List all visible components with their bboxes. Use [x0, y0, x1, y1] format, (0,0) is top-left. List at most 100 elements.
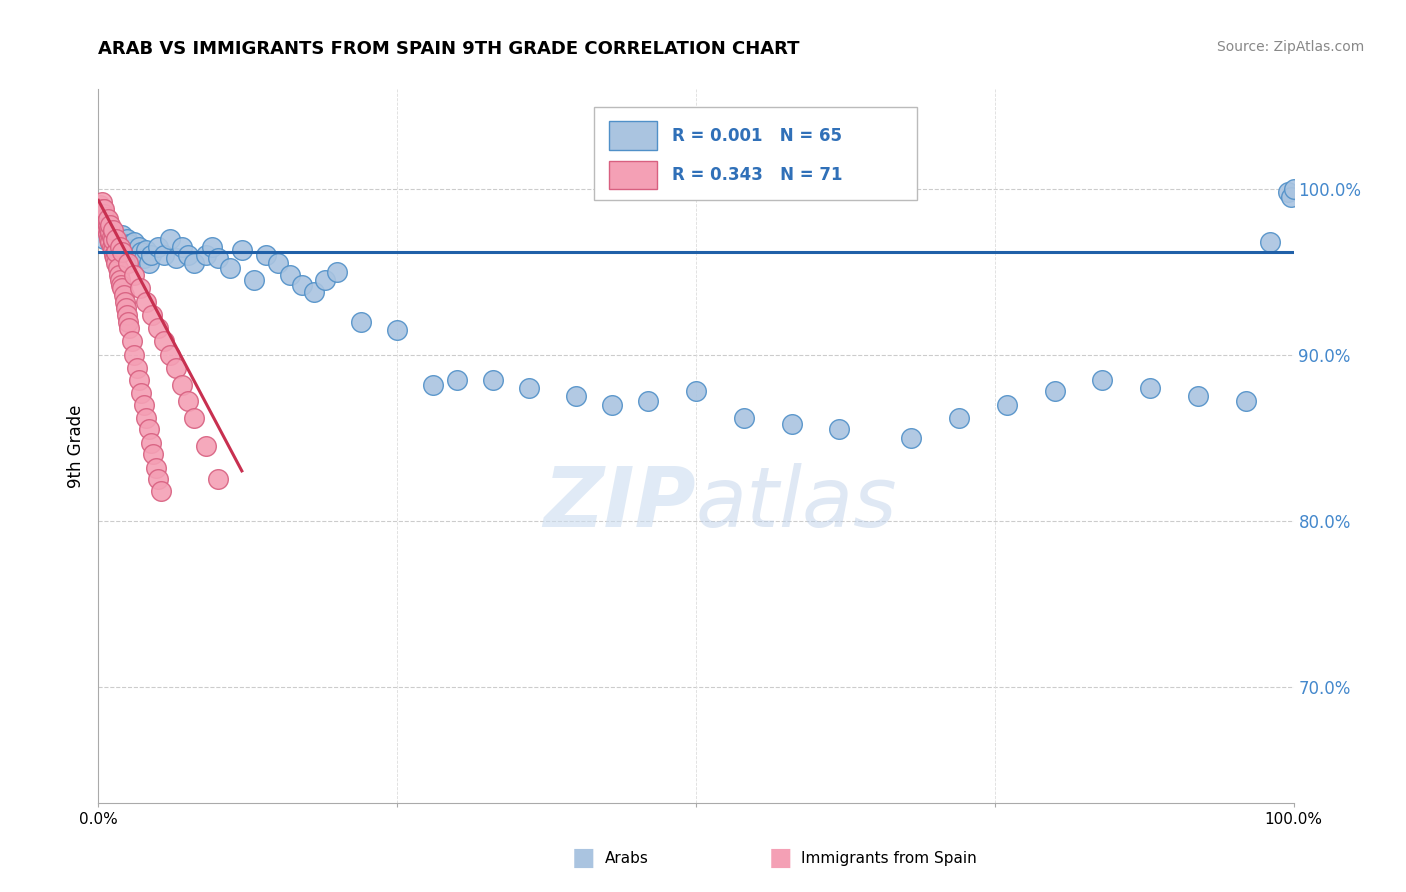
Text: R = 0.343   N = 71: R = 0.343 N = 71	[672, 166, 842, 184]
Point	[1139, 381, 1161, 395]
Text: ZIP: ZIP	[543, 463, 696, 543]
FancyBboxPatch shape	[595, 107, 917, 200]
Point	[278, 268, 301, 282]
Point	[96, 223, 118, 237]
Point	[108, 273, 131, 287]
Point	[98, 221, 121, 235]
Point	[111, 228, 134, 243]
Point	[422, 377, 444, 392]
Point	[108, 240, 131, 254]
Point	[131, 385, 153, 400]
Point	[98, 235, 122, 249]
Point	[135, 410, 157, 425]
Point	[104, 252, 127, 266]
Point	[101, 223, 124, 237]
Point	[1187, 389, 1209, 403]
Point	[995, 397, 1018, 411]
Point	[101, 228, 124, 243]
Point	[139, 435, 162, 450]
Point	[103, 248, 125, 262]
Point	[124, 348, 146, 362]
Point	[207, 252, 229, 266]
Point	[685, 384, 707, 399]
Point	[93, 202, 115, 216]
Point	[105, 231, 128, 245]
Point	[94, 210, 117, 224]
Point	[117, 256, 139, 270]
Point	[315, 273, 337, 287]
Point	[121, 242, 143, 256]
Point	[153, 334, 176, 349]
Point	[267, 256, 290, 270]
Point	[96, 215, 118, 229]
Point	[1279, 190, 1302, 204]
Point	[517, 381, 540, 395]
Point	[302, 285, 325, 299]
Point	[89, 198, 111, 212]
Point	[385, 323, 409, 337]
Bar	[609, 161, 657, 189]
Point	[159, 231, 181, 245]
Point	[105, 244, 128, 259]
Point	[98, 225, 122, 239]
Point	[148, 321, 170, 335]
Text: ARAB VS IMMIGRANTS FROM SPAIN 9TH GRADE CORRELATION CHART: ARAB VS IMMIGRANTS FROM SPAIN 9TH GRADE …	[98, 40, 800, 58]
Point	[125, 361, 148, 376]
Point	[121, 334, 143, 349]
Point	[1258, 235, 1281, 249]
Point	[98, 231, 121, 245]
Point	[107, 268, 129, 282]
Point	[111, 244, 134, 259]
Point	[602, 397, 624, 411]
Bar	[609, 121, 657, 150]
Point	[97, 223, 120, 237]
Point	[148, 240, 170, 254]
Point	[183, 410, 205, 425]
Point	[1282, 182, 1305, 196]
Point	[124, 268, 146, 282]
Point	[129, 281, 152, 295]
Point	[114, 294, 136, 309]
Point	[138, 256, 160, 270]
Point	[481, 373, 505, 387]
Point	[231, 243, 253, 257]
Point	[128, 240, 150, 254]
Point	[194, 248, 218, 262]
Text: Source: ZipAtlas.com: Source: ZipAtlas.com	[1216, 40, 1364, 54]
Point	[118, 236, 141, 251]
Text: ■: ■	[572, 847, 595, 870]
Point	[780, 417, 803, 432]
Point	[1091, 373, 1114, 387]
Point	[194, 439, 218, 453]
Point	[948, 410, 970, 425]
Point	[1043, 384, 1066, 399]
Point	[153, 248, 176, 262]
Point	[117, 314, 139, 328]
Point	[165, 361, 187, 376]
Y-axis label: 9th Grade: 9th Grade	[67, 404, 86, 488]
Point	[114, 240, 136, 254]
Point	[446, 373, 468, 387]
Point	[131, 244, 153, 259]
Point	[139, 248, 162, 262]
Point	[97, 219, 120, 233]
Text: Arabs: Arabs	[605, 851, 648, 865]
Text: Immigrants from Spain: Immigrants from Spain	[801, 851, 977, 865]
Point	[91, 211, 114, 226]
Point	[148, 472, 170, 486]
Point	[900, 431, 922, 445]
Text: ■: ■	[769, 847, 792, 870]
Point	[100, 230, 122, 244]
Point	[254, 248, 277, 262]
Point	[291, 278, 314, 293]
Point	[111, 281, 134, 295]
Point	[98, 219, 122, 233]
Point	[207, 472, 229, 486]
Point	[135, 294, 157, 309]
Point	[108, 235, 131, 249]
Point	[828, 422, 851, 436]
Point	[101, 233, 124, 247]
Point	[565, 389, 588, 403]
Text: R = 0.001   N = 65: R = 0.001 N = 65	[672, 127, 842, 145]
Point	[132, 252, 155, 266]
